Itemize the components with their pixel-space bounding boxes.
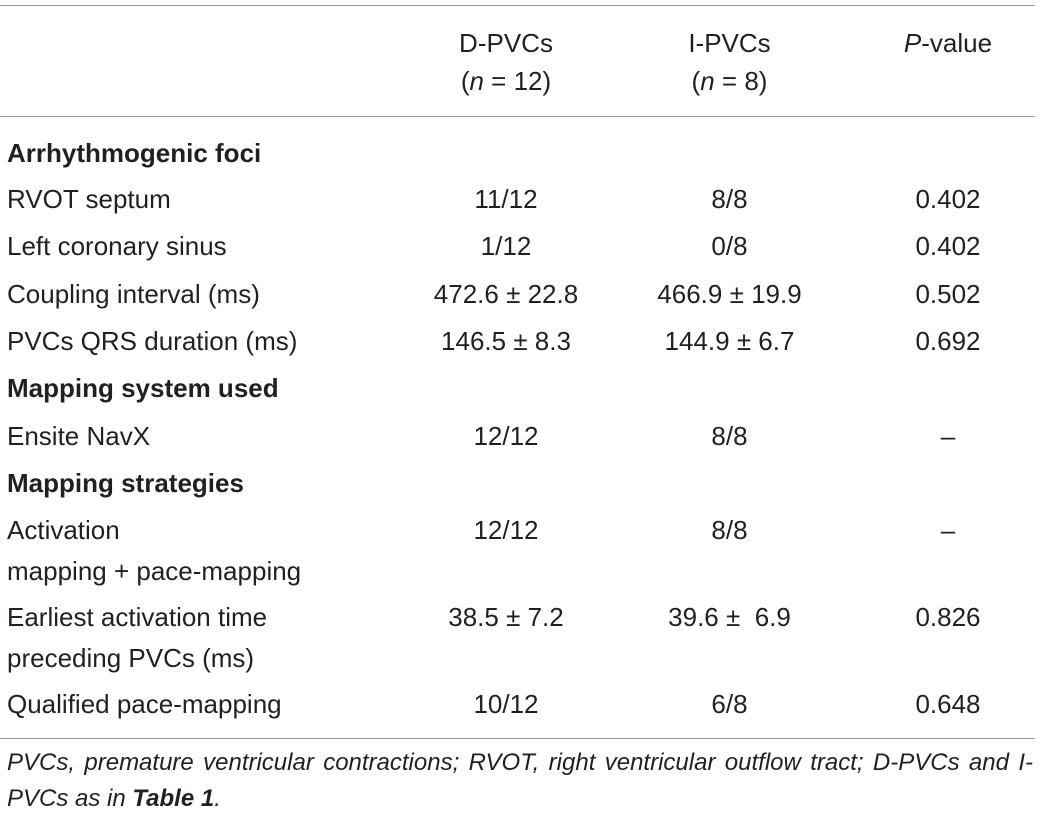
cell-p-value: 0.502 — [915, 279, 981, 309]
n-symbol: n — [469, 66, 484, 96]
footnote-table-ref: Table 1 — [132, 785, 215, 812]
row-label: Ensite NavX — [7, 421, 151, 451]
footnote-text: PVCs, premature ventricular contractions… — [7, 749, 1033, 812]
n-symbol: n — [700, 66, 715, 96]
header-rule — [0, 116, 1035, 117]
open-paren: ( — [691, 66, 701, 96]
cell-p-value: – — [940, 515, 956, 545]
row-label-line1: Activation — [7, 515, 120, 545]
cell-i-pvcs: 144.9 ± 6.7 — [664, 326, 795, 356]
cell-d-pvcs: 38.5 ± 7.2 — [448, 602, 564, 632]
cell-i-pvcs: 8/8 — [711, 421, 748, 451]
cell-i-pvcs: 6/8 — [711, 689, 748, 719]
table-top-rule — [0, 5, 1035, 6]
row-label: Left coronary sinus — [7, 231, 227, 261]
row-label-line2: mapping + pace-mapping — [7, 556, 302, 586]
cell-i-pvcs: 466.9 ± 19.9 — [657, 279, 802, 309]
section-title: Arrhythmogenic foci — [7, 138, 262, 168]
cell-d-pvcs: 12/12 — [473, 515, 539, 545]
header-p-value: P-value — [880, 28, 1016, 58]
row-label: RVOT septum — [7, 184, 171, 214]
cell-d-pvcs: 12/12 — [473, 421, 539, 451]
table-bottom-rule — [0, 738, 1035, 739]
cell-d-pvcs: 1/12 — [480, 231, 532, 261]
section-title: Mapping strategies — [7, 468, 244, 498]
cell-d-pvcs: 10/12 — [473, 689, 539, 719]
p-symbol: P — [903, 28, 922, 58]
n-value: = 12) — [483, 66, 552, 96]
footnote-end: . — [214, 785, 221, 812]
cell-d-pvcs: 146.5 ± 8.3 — [441, 326, 571, 356]
header-d-pvcs-n: (n = 12) — [395, 66, 617, 96]
row-label: Qualified pace-mapping — [7, 689, 282, 719]
header-i-pvcs: I-PVCs — [688, 28, 771, 58]
table-footnote: PVCs, premature ventricular contractions… — [7, 745, 1033, 817]
cell-d-pvcs: 472.6 ± 22.8 — [433, 279, 579, 309]
row-label: Coupling interval (ms) — [7, 279, 260, 309]
cell-i-pvcs: 8/8 — [711, 184, 748, 214]
cell-d-pvcs: 11/12 — [474, 184, 538, 214]
n-value: = 8) — [714, 66, 768, 96]
cell-i-pvcs: 39.6 ± 6.9 — [668, 602, 791, 632]
open-paren: ( — [460, 66, 470, 96]
header-i-pvcs-n: (n = 8) — [622, 66, 837, 96]
header-d-pvcs: D-PVCs — [459, 28, 553, 58]
cell-p-value: 0.826 — [915, 602, 981, 632]
cell-p-value: 0.402 — [915, 184, 981, 214]
cell-i-pvcs: 8/8 — [711, 515, 748, 545]
cell-i-pvcs: 0/8 — [711, 231, 748, 261]
row-label-line1: Earliest activation time — [7, 602, 268, 632]
cell-p-value: – — [940, 421, 956, 451]
row-label: PVCs QRS duration (ms) — [7, 326, 298, 356]
p-suffix: -value — [921, 28, 993, 58]
row-label-line2: preceding PVCs (ms) — [7, 643, 255, 673]
cell-p-value: 0.402 — [915, 231, 981, 261]
cell-p-value: 0.648 — [915, 689, 981, 719]
section-title: Mapping system used — [7, 373, 279, 403]
cell-p-value: 0.692 — [915, 326, 981, 356]
